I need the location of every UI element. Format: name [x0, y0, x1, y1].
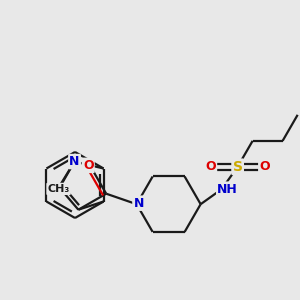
Text: O: O: [259, 160, 270, 173]
Text: O: O: [83, 159, 94, 172]
Text: S: S: [232, 160, 243, 174]
Text: N: N: [69, 155, 80, 168]
Text: CH₃: CH₃: [47, 184, 70, 194]
Text: NH: NH: [217, 183, 238, 196]
Text: O: O: [205, 160, 216, 173]
Text: N: N: [134, 197, 144, 210]
